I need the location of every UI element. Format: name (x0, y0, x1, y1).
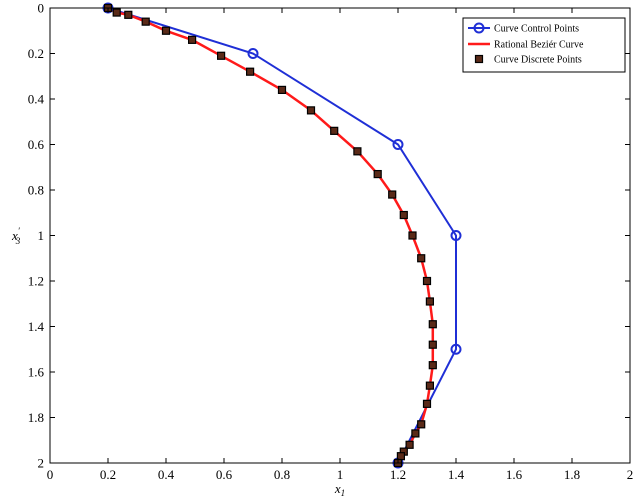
discrete-point-marker (428, 340, 437, 349)
x-tick-label: 1.2 (390, 467, 406, 482)
discrete-point-marker (188, 35, 197, 44)
discrete-point-marker (161, 26, 171, 35)
y-tick-label: 0 (38, 1, 45, 16)
y-tick-label: 2 (38, 456, 45, 471)
discrete-point-marker (422, 276, 432, 286)
y-tick-label: 1 (38, 228, 45, 243)
control-point-marker (450, 343, 462, 355)
control-point-marker (450, 230, 462, 241)
x-tick-label: 1.8 (564, 467, 580, 482)
y-tick-label: 1.2 (28, 274, 44, 289)
discrete-point-marker (428, 320, 437, 329)
legend-marker-control (473, 22, 485, 34)
legend-marker-discrete (474, 54, 484, 64)
discrete-point-marker (425, 297, 434, 306)
x-tick-label: 1.4 (448, 467, 465, 482)
control-point-marker (392, 139, 404, 150)
legend: Curve Control Points Rational Beziér Curv… (462, 17, 626, 73)
discrete-point-marker (306, 106, 316, 115)
x-tick-label: 0.4 (158, 467, 175, 482)
discrete-point-marker (417, 420, 426, 429)
discrete-point-marker (353, 147, 362, 156)
y-tick-label: 0.6 (28, 137, 45, 152)
discrete-point-marker (217, 51, 226, 60)
discrete-point-marker (373, 169, 382, 179)
discrete-point-marker (417, 254, 426, 263)
y-axis-label: x′ 3 (11, 226, 21, 246)
control-polygon-line (107, 7, 457, 464)
x-tick-label: 2 (627, 467, 634, 482)
x-tick-label: 0.8 (274, 467, 290, 482)
x-tick-label: 0 (47, 467, 54, 482)
discrete-point-marker (388, 190, 397, 199)
y-tick-label: 1.6 (28, 365, 45, 380)
discrete-point-marker (405, 440, 414, 449)
discrete-point-marker (330, 126, 339, 135)
y-tick-label: 0.2 (28, 46, 44, 61)
ticks-layer: 0 0.2 0.4 0.6 0.8 1 1.2 1.4 1.6 1.8 200.20.40.60.8… (28, 1, 634, 483)
legend-label-discrete: Curve Discrete Points (494, 55, 582, 66)
discrete-point-marker (422, 399, 432, 408)
y-tick-label: 1.8 (28, 410, 44, 425)
legend-label-curve: Rational Beziér Curve (494, 40, 584, 51)
discrete-point-marker (124, 10, 133, 19)
discrete-point-marker (425, 381, 434, 390)
y-tick-label: 0.4 (28, 92, 45, 107)
discrete-point-marker (411, 429, 420, 438)
discrete-point-marker (112, 8, 121, 17)
discrete-point-marker (277, 85, 287, 95)
discrete-point-marker (428, 361, 437, 370)
control-point-marker (247, 48, 259, 59)
x-tick-label: 0.2 (100, 467, 116, 482)
x-axis-label: x1 (334, 481, 345, 498)
discrete-point-marker (141, 17, 150, 26)
y-tick-label: 0.8 (28, 183, 44, 198)
discrete-point-marker (408, 231, 417, 240)
y-tick-label: 1.4 (28, 319, 45, 334)
discrete-point-marker (399, 210, 408, 220)
x-tick-label: 0.6 (216, 467, 233, 482)
x-tick-label: 1 (337, 467, 344, 482)
plot-area (50, 8, 630, 463)
x-tick-label: 1.6 (506, 467, 523, 482)
discrete-point-marker (246, 67, 255, 76)
legend-label-control: Curve Control Points (494, 24, 579, 35)
